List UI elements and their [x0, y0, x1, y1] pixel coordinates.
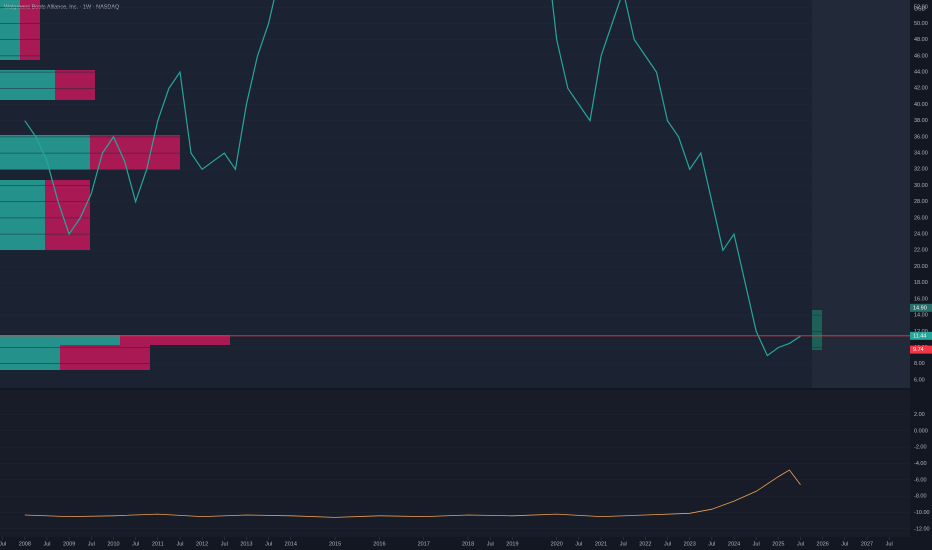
x-tick-label: 2027 [861, 541, 873, 547]
x-tick-label: Jul [753, 541, 760, 547]
profile-bar [0, 180, 45, 250]
x-tick-label: Jul [620, 541, 627, 547]
price-tag-label: 11.44 [913, 333, 926, 339]
future-area [812, 0, 910, 388]
currency: USD [914, 6, 926, 12]
x-tick-label: Jul [0, 541, 6, 547]
x-tick-label: 2025 [772, 541, 784, 547]
x-tick-label: 2014 [285, 541, 297, 547]
y-tick-label: 38.00 [914, 118, 928, 124]
price-marker-label: 9.74 [913, 347, 924, 353]
position-tool [812, 310, 822, 350]
x-tick-label: Jul [487, 541, 494, 547]
y-tick-label: 34.00 [914, 151, 928, 157]
x-tick-label: 2008 [19, 541, 31, 547]
volume-profile [0, 0, 230, 370]
price-tag [910, 331, 932, 340]
y-tick-label: 16.00 [914, 296, 928, 302]
x-tick-label: 2018 [462, 541, 474, 547]
x-tick-label: Jul [575, 541, 582, 547]
x-tick-label: 2024 [728, 541, 740, 547]
y-tick-label: 50.00 [914, 21, 928, 27]
x-tick-label: 2021 [595, 541, 607, 547]
y-tick-label: -6.00 [914, 477, 927, 483]
y-tick-label: 24.00 [914, 232, 928, 238]
x-tick-label: 2010 [107, 541, 119, 547]
x-tick-label: Jul [43, 541, 50, 547]
x-tick-label: Jul [88, 541, 95, 547]
x-tick-label: Jul [841, 541, 848, 547]
x-tick-label: 2013 [240, 541, 252, 547]
y-tick-label: 2.00 [914, 412, 925, 418]
y-tick-label: 12.00 [914, 329, 928, 335]
y-tick-label: 36.00 [914, 134, 928, 140]
x-tick-label: Jul [664, 541, 671, 547]
y-tick-label: 26.00 [914, 215, 928, 221]
profile-bar [0, 335, 120, 345]
y-tick-label: 22.00 [914, 248, 928, 254]
x-tick-label: 2022 [639, 541, 651, 547]
x-tick-label: 2019 [506, 541, 518, 547]
y-tick-label: 52.00 [914, 5, 928, 11]
price-series [24, 0, 801, 357]
x-tick-label: 2023 [684, 541, 696, 547]
price-pane [0, 0, 910, 388]
y-tick-label: 32.00 [914, 167, 928, 173]
x-tick-label: Jul [797, 541, 804, 547]
profile-bar [0, 0, 20, 60]
y-tick-label: 30.00 [914, 183, 928, 189]
y-tick-label: 46.00 [914, 53, 928, 59]
x-tick-label: Jul [886, 541, 893, 547]
x-tick-label: 2012 [196, 541, 208, 547]
x-tick-label: 2016 [373, 541, 385, 547]
profile-bar [0, 135, 90, 170]
x-tick-label: 2009 [63, 541, 75, 547]
y-tick-label: 44.00 [914, 70, 928, 76]
price-marker [910, 345, 932, 354]
y-tick-label: 20.00 [914, 264, 928, 270]
x-tick-label: 2026 [817, 541, 829, 547]
x-tick-label: Jul [265, 541, 272, 547]
y-tick-label: -12.00 [914, 526, 930, 532]
y-tick-label: -4.00 [914, 461, 927, 467]
y-tick-label: 8.00 [914, 361, 925, 367]
price-line [24, 0, 801, 357]
x-tick-label: 2011 [152, 541, 164, 547]
profile-bar [0, 345, 60, 370]
x-tick-label: Jul [221, 541, 228, 547]
x-tick-label: Jul [132, 541, 139, 547]
y-tick-label: 48.00 [914, 37, 928, 43]
y-tick-label: 14.00 [914, 313, 928, 319]
y-tick-label: 18.00 [914, 280, 928, 286]
price-marker [910, 303, 932, 312]
x-tick-label: 2015 [329, 541, 341, 547]
x-tick-label: 2017 [418, 541, 430, 547]
indicator-line [24, 469, 801, 518]
x-tick-label: 2020 [551, 541, 563, 547]
y-tick-label: 28.00 [914, 199, 928, 205]
x-tick-label: Jul [708, 541, 715, 547]
y-tick-label: -8.00 [914, 494, 927, 500]
y-tick-label: 42.00 [914, 86, 928, 92]
x-tick-label: Jul [176, 541, 183, 547]
y-tick-label: 40.00 [914, 102, 928, 108]
profile-bar [0, 70, 55, 100]
y-tick-label: 0.000 [914, 428, 928, 434]
price-marker-label: 14.90 [913, 305, 927, 311]
y-tick-label: -2.00 [914, 445, 927, 451]
y-tick-label: -10.00 [914, 510, 930, 516]
y-tick-label: 6.00 [914, 377, 925, 383]
